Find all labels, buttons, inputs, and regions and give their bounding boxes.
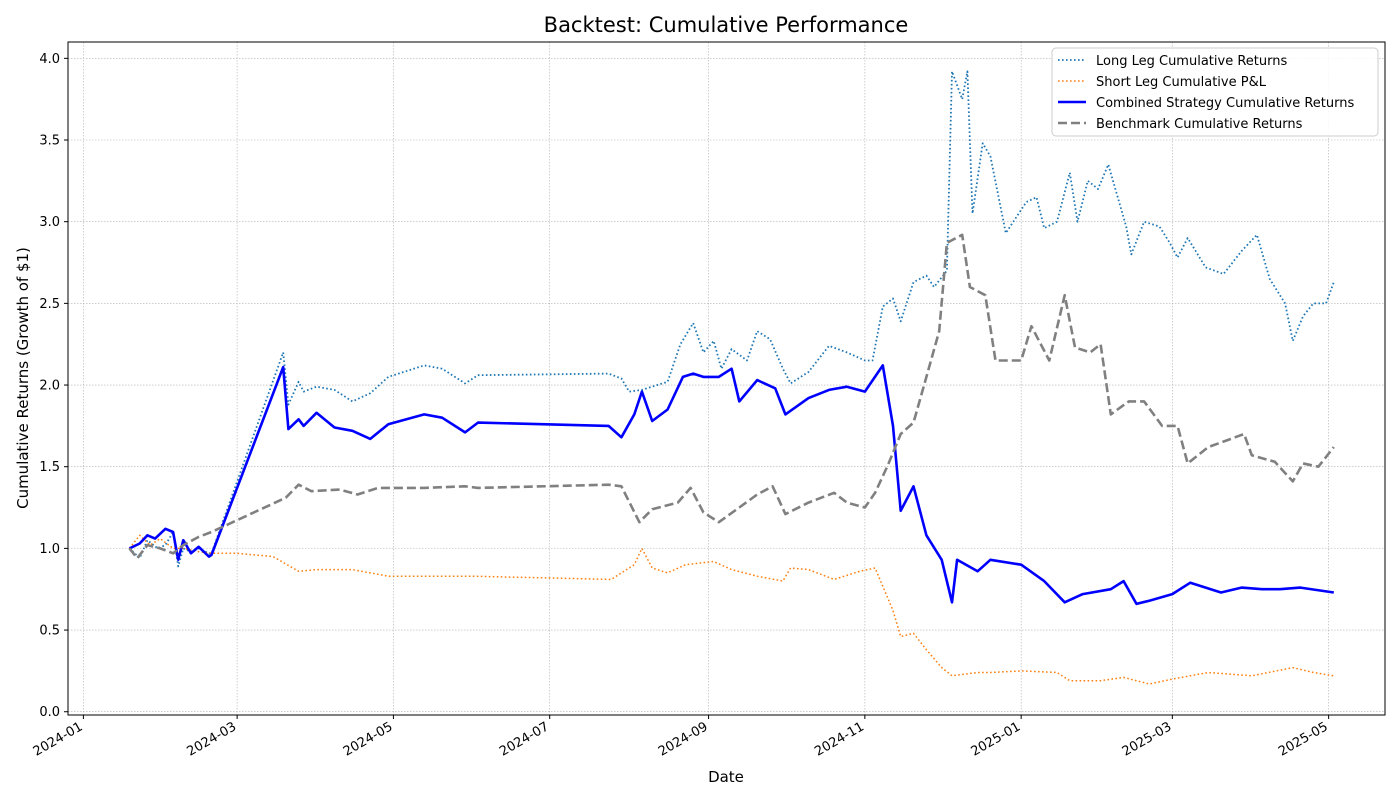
grid-lines (68, 42, 1385, 715)
series-combined (128, 364, 1334, 606)
legend-label-short-leg: Short Leg Cumulative P&L (1096, 75, 1267, 90)
y-axis-label: Cumulative Returns (Growth of $1) (14, 247, 32, 509)
y-tick-label: 4.0 (39, 52, 60, 67)
x-axis-label: Date (708, 768, 744, 786)
legend: Long Leg Cumulative Returns Short Leg Cu… (1051, 47, 1379, 137)
series-benchmark (128, 233, 1335, 560)
y-tick-label: 3.5 (39, 134, 60, 149)
y-axis: 0.0 0.5 1.0 1.5 2.0 2.5 3.0 3.5 4.0 (39, 52, 68, 720)
y-tick-label: 0.5 (39, 624, 60, 639)
chart-title: Backtest: Cumulative Performance (544, 13, 909, 37)
y-tick-label: 2.5 (39, 297, 60, 312)
plot-frame (67, 41, 1386, 716)
legend-label-combined: Combined Strategy Cumulative Returns (1096, 96, 1354, 111)
series-layer (128, 70, 1335, 685)
legend-box (1051, 47, 1379, 137)
legend-label-long-leg: Long Leg Cumulative Returns (1096, 54, 1287, 69)
y-tick-label: 0.0 (39, 705, 60, 720)
y-tick-label: 1.0 (39, 542, 60, 557)
y-tick-label: 2.0 (39, 379, 60, 394)
y-tick-label: 1.5 (39, 460, 60, 475)
legend-label-benchmark: Benchmark Cumulative Returns (1096, 117, 1303, 132)
y-tick-label: 3.0 (39, 215, 60, 230)
